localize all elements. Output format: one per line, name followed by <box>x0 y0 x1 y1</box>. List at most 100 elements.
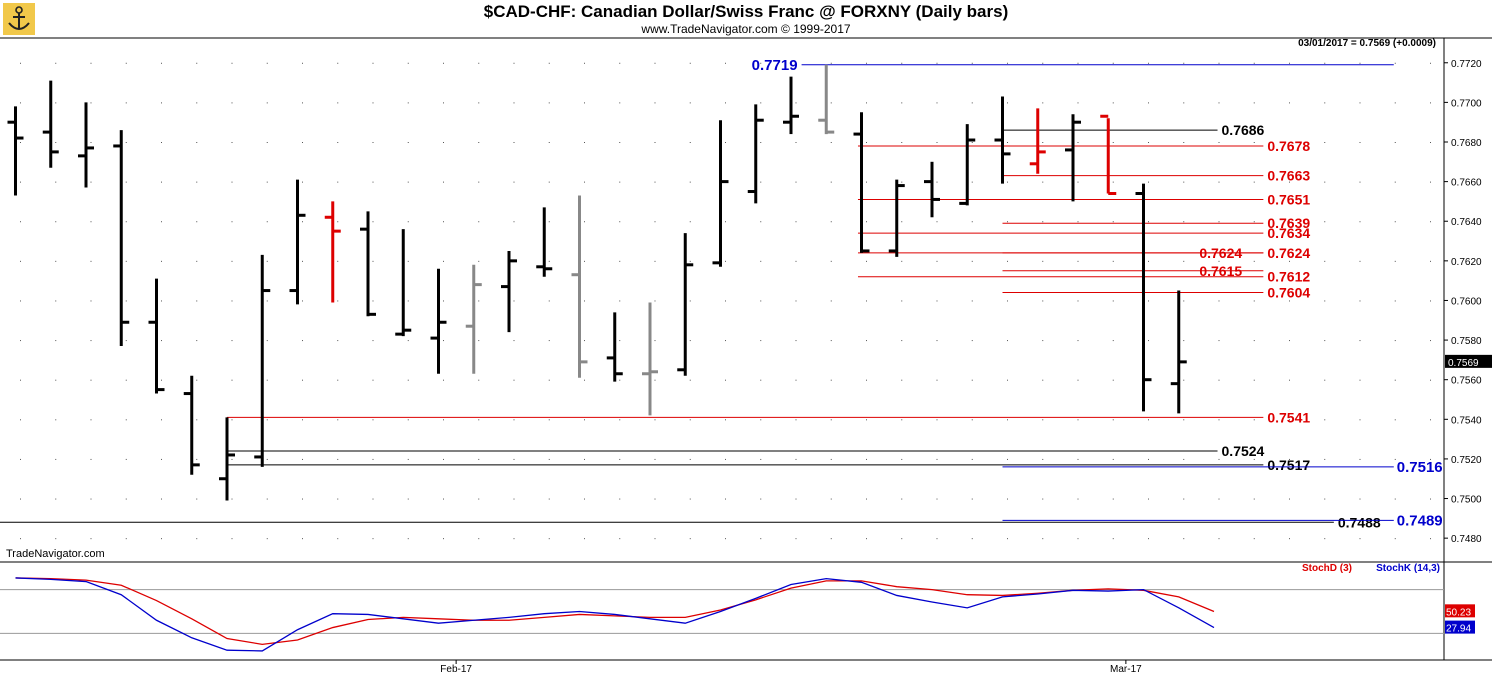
grid-dot <box>1218 340 1220 342</box>
grid-dot <box>161 300 162 302</box>
ohlc-bar <box>642 302 658 416</box>
grid-dot <box>231 340 233 342</box>
grid-dot <box>1289 300 1290 302</box>
grid-dot <box>760 102 762 104</box>
ohlc-bar <box>1135 183 1152 412</box>
grid-dot <box>1042 300 1044 302</box>
level-label: 0.7678 <box>1267 138 1310 154</box>
grid-dot <box>1359 340 1361 342</box>
grid-dot <box>1148 181 1149 183</box>
ohlc-bar <box>289 179 306 305</box>
grid-dot <box>125 142 127 143</box>
grid-dot <box>125 221 127 223</box>
grid-dot <box>1112 300 1114 302</box>
grid-dot <box>619 181 621 183</box>
ohlc-bar <box>395 229 412 337</box>
ohlc-bar <box>959 124 976 206</box>
grid-dot <box>1359 102 1361 104</box>
grid-dot <box>125 458 127 460</box>
grid-dot <box>478 260 480 262</box>
grid-dot <box>90 102 92 104</box>
grid-dot <box>337 62 339 64</box>
grid-dot <box>407 181 409 183</box>
grid-dot <box>55 419 57 421</box>
grid-dot <box>1289 260 1290 262</box>
grid-dot <box>1324 142 1326 143</box>
grid-dot <box>1218 498 1220 500</box>
grid-dot <box>372 379 374 381</box>
grid-dot <box>1077 419 1079 421</box>
grid-dot <box>866 62 867 64</box>
grid-dot <box>302 142 303 143</box>
grid-dot <box>1148 300 1149 302</box>
grid-dot <box>161 538 162 540</box>
grid-dot <box>1359 181 1361 183</box>
grid-dot <box>196 458 198 460</box>
grid-dot <box>125 538 127 540</box>
grid-dot <box>266 62 268 64</box>
grid-dot <box>443 181 444 183</box>
stoch-value-label: 27.94 <box>1446 624 1471 635</box>
grid-dot <box>584 458 585 460</box>
grid-dot <box>795 419 797 421</box>
grid-dot <box>302 419 303 421</box>
grid-dot <box>1253 538 1255 540</box>
grid-dot <box>760 181 762 183</box>
grid-dot <box>1394 102 1396 104</box>
grid-dot <box>337 221 339 223</box>
grid-dot <box>407 458 409 460</box>
grid-dot <box>90 458 92 460</box>
grid-dot <box>830 458 832 460</box>
grid-dot <box>584 142 585 143</box>
x-tick-label: Mar-17 <box>1110 664 1142 675</box>
grid-dot <box>584 379 585 381</box>
grid-dot <box>1183 538 1185 540</box>
grid-dot <box>55 379 57 381</box>
grid-dot <box>548 142 550 143</box>
grid-dot <box>20 498 21 500</box>
grid-dot <box>1007 300 1008 302</box>
grid-dot <box>1077 142 1079 143</box>
level-label: 0.7639 <box>1267 215 1310 231</box>
grid-dot <box>725 300 726 302</box>
grid-dot <box>337 498 339 500</box>
grid-dot <box>619 340 621 342</box>
grid-dot <box>1430 102 1431 104</box>
grid-dot <box>20 221 21 223</box>
grid-dot <box>1289 419 1290 421</box>
price-bars <box>7 64 1187 501</box>
grid-dot <box>443 379 444 381</box>
grid-dot <box>654 458 656 460</box>
grid-dot <box>231 62 233 64</box>
grid-dot <box>1218 181 1220 183</box>
grid-dot <box>478 458 480 460</box>
grid-dot <box>55 260 57 262</box>
grid-dot <box>478 379 480 381</box>
grid-dot <box>55 538 57 540</box>
level-label: 0.7541 <box>1267 409 1310 425</box>
ohlc-bar <box>42 80 59 168</box>
grid-dot <box>90 538 92 540</box>
grid-dot <box>971 62 973 64</box>
grid-dot <box>1394 340 1396 342</box>
grid-dot <box>584 181 585 183</box>
grid-dot <box>478 102 480 104</box>
ohlc-bar <box>465 264 482 374</box>
grid-dot <box>1042 458 1044 460</box>
grid-dot <box>1112 102 1114 104</box>
grid-dot <box>584 340 585 342</box>
grid-dot <box>1077 221 1079 223</box>
grid-dot <box>1077 340 1079 342</box>
grid-dot <box>1253 458 1255 460</box>
grid-dot <box>971 458 973 460</box>
grid-dot <box>936 260 938 262</box>
grid-dot <box>1007 181 1008 183</box>
grid-dot <box>90 221 92 223</box>
grid-dot <box>584 260 585 262</box>
grid-dot <box>372 62 374 64</box>
ohlc-bar <box>78 102 94 188</box>
grid-dot <box>1077 181 1079 183</box>
ohlc-bar <box>1029 108 1046 174</box>
grid-dot <box>161 340 162 342</box>
grid-dot <box>654 419 656 421</box>
